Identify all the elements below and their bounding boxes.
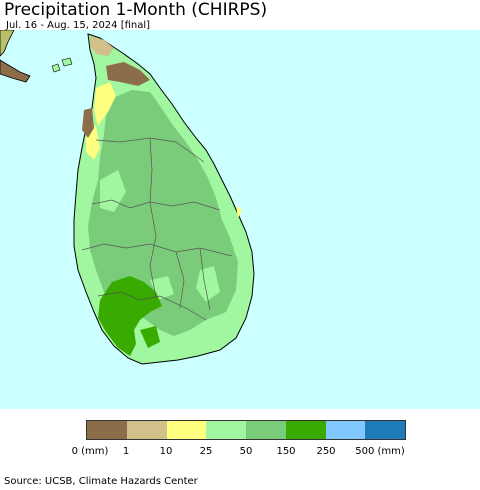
zone-0-1-west <box>82 108 94 138</box>
province-boundaries <box>81 137 233 321</box>
legend-swatch <box>87 421 127 439</box>
patch-light-1 <box>100 170 126 212</box>
legend-label: 25 <box>199 446 213 457</box>
legend-swatch <box>365 421 405 439</box>
patch-dark-2 <box>140 326 160 348</box>
legend-swatch <box>166 421 207 439</box>
legend-label: 500 (mm) <box>355 446 405 457</box>
legend-labels: 0 (mm) 1 10 25 50 150 250 500 (mm) <box>0 446 480 460</box>
legend-label: 1 <box>122 446 130 457</box>
legend-label: 250 <box>316 446 336 457</box>
zone-1-10-north <box>90 36 114 56</box>
legend-label: 50 <box>239 446 253 457</box>
map-subtitle: Jul. 16 - Aug. 15, 2024 [final] <box>6 20 151 31</box>
precipitation-map <box>0 30 480 409</box>
zone-10-25-east <box>236 206 242 218</box>
map-title: Precipitation 1-Month (CHIRPS) <box>4 0 268 20</box>
legend-swatch <box>126 421 167 439</box>
legend-swatch <box>246 421 286 439</box>
india-coast-top <box>0 30 15 57</box>
legend-swatch <box>206 421 246 439</box>
legend-swatch <box>285 421 326 439</box>
zone-10-25-north <box>94 82 116 126</box>
legend-label: 150 <box>276 446 296 457</box>
precipitation-legend-bar <box>86 420 406 440</box>
map-canvas <box>0 30 480 409</box>
source-credit: Source: UCSB, Climate Hazards Center <box>4 476 198 487</box>
island-2 <box>51 63 61 73</box>
zone-150-250 <box>98 276 162 356</box>
island-1 <box>61 57 73 67</box>
legend-swatch <box>325 421 366 439</box>
zone-0-1-north <box>106 62 150 86</box>
legend-label: 10 <box>159 446 173 457</box>
india-coast-left <box>0 59 31 83</box>
legend-label: 0 (mm) <box>71 446 109 457</box>
patch-light-2 <box>196 266 220 302</box>
